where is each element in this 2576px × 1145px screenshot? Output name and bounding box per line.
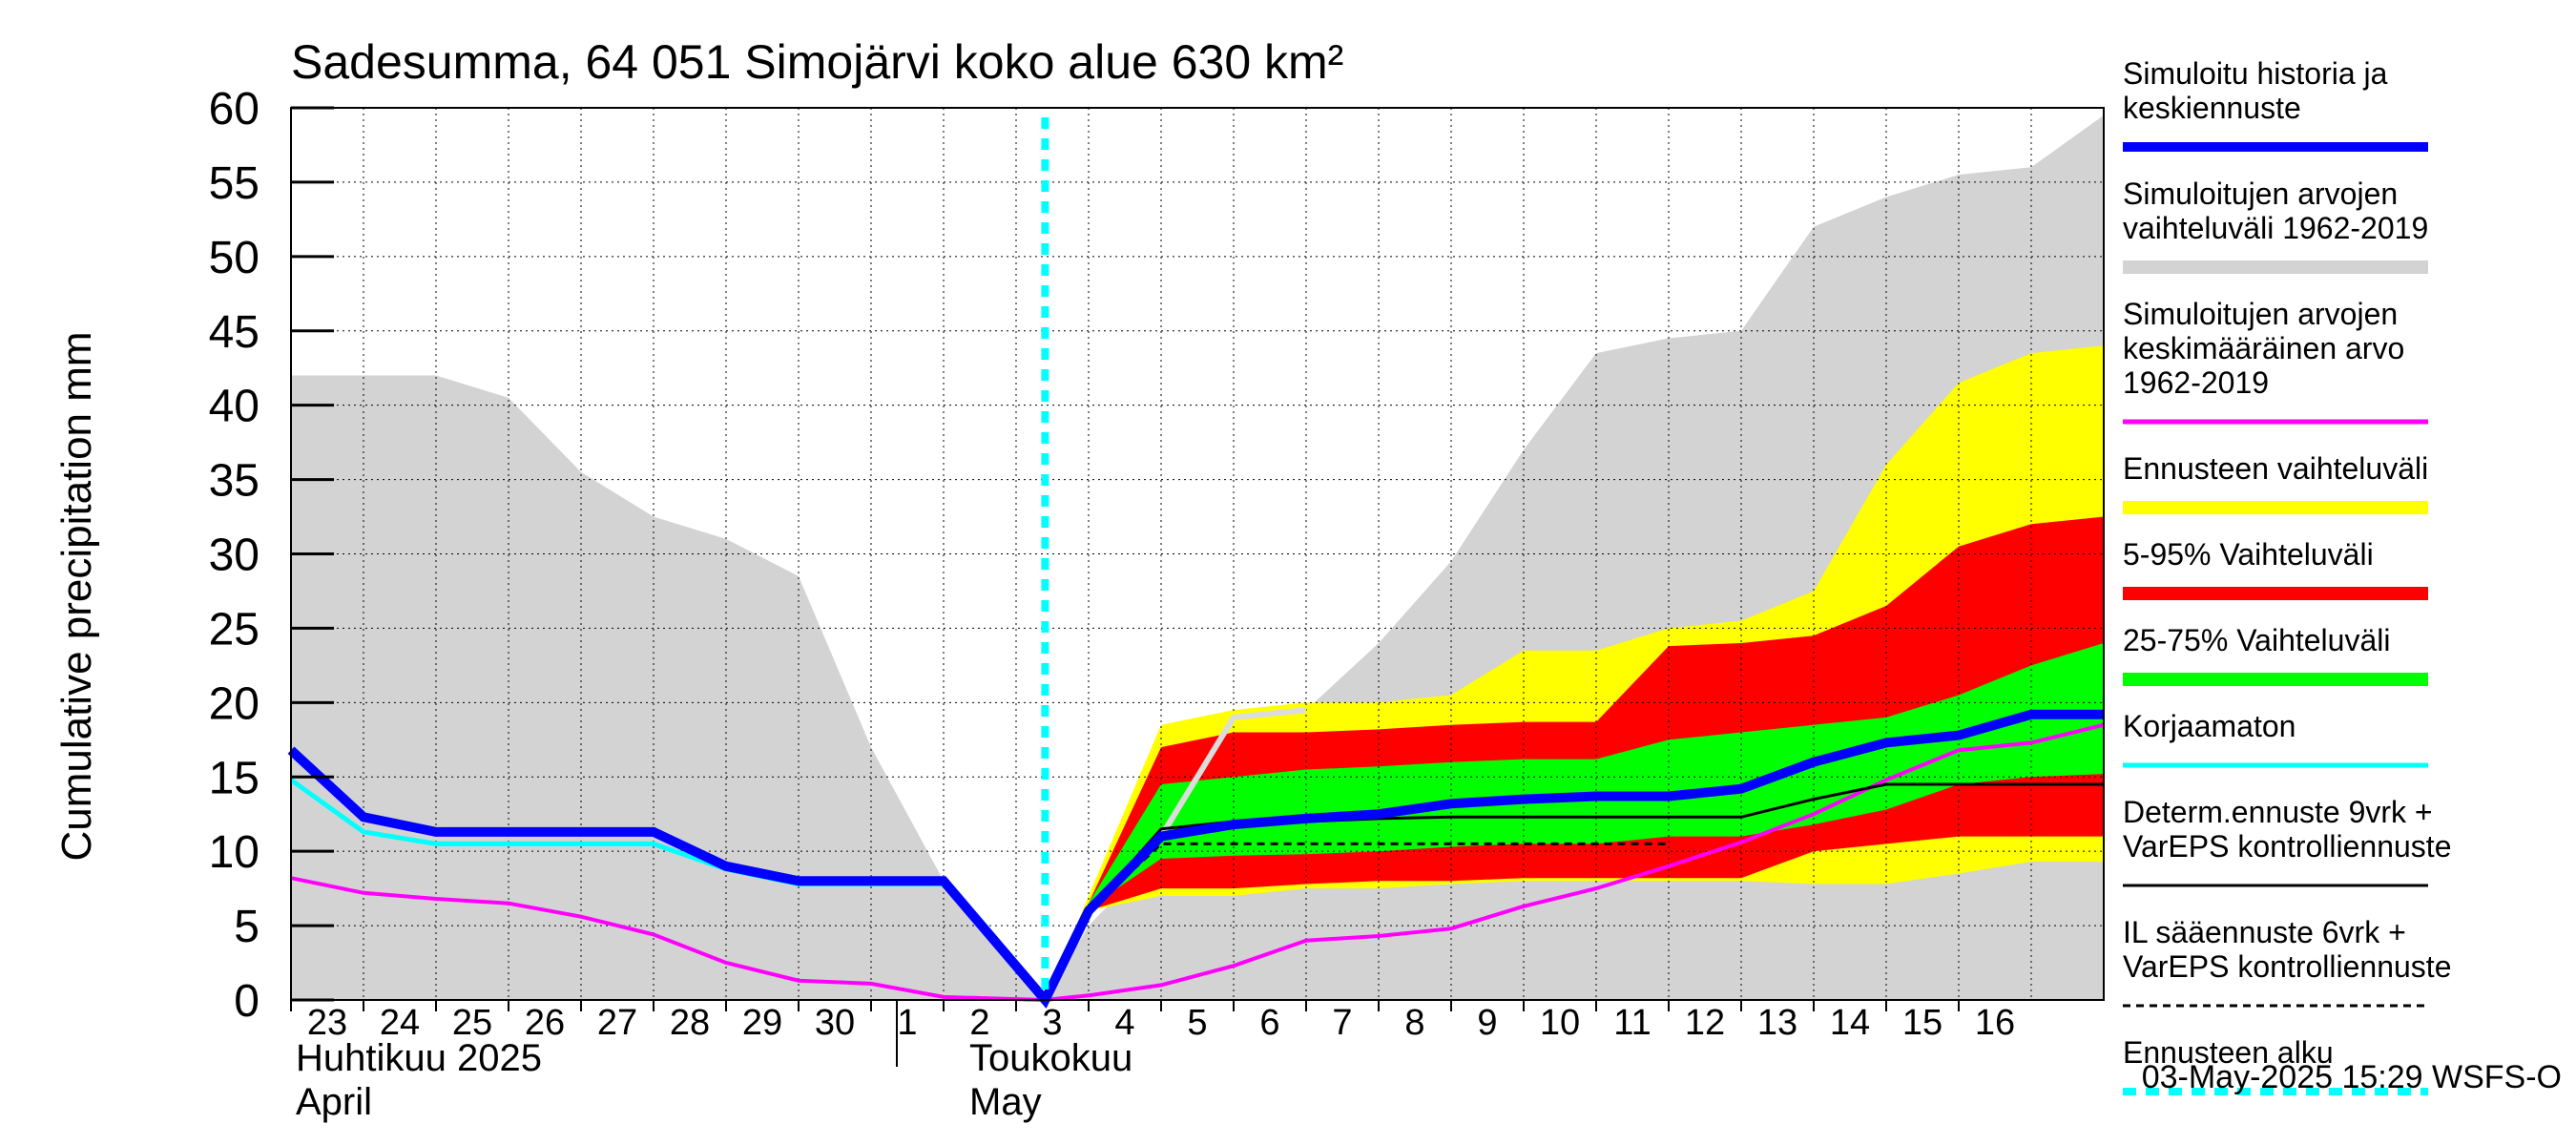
y-tick-label: 0	[234, 976, 260, 1027]
legend-label: Korjaamaton	[2123, 709, 2296, 743]
x-tick-label: 23	[307, 1003, 347, 1043]
x-tick-label: 28	[670, 1003, 710, 1043]
month-april-fi: Huhtikuu 2025	[296, 1037, 542, 1079]
legend-label: 5-95% Vaihteluväli	[2123, 537, 2374, 572]
month-may-en: May	[969, 1081, 1042, 1123]
legend-label: 1962-2019	[2123, 365, 2269, 400]
hist-mean-line	[290, 722, 2105, 1003]
x-tick-label: 14	[1830, 1003, 1870, 1043]
x-tick-label: 11	[1613, 1003, 1651, 1043]
x-tick-label: 2	[969, 1003, 989, 1043]
month-april-en: April	[296, 1081, 372, 1123]
legend-label: IL sääennuste 6vrk +	[2123, 915, 2406, 949]
month-may-fi: Toukokuu	[969, 1037, 1132, 1079]
x-tick-label: 25	[452, 1003, 492, 1043]
y-tick-label: 20	[209, 678, 260, 729]
x-tick-label: 12	[1685, 1003, 1725, 1043]
x-tick-label: 30	[815, 1003, 855, 1043]
y-tick-label: 50	[209, 233, 260, 283]
x-tick-label: 1	[897, 1003, 917, 1043]
x-tick-label: 15	[1902, 1003, 1942, 1043]
legend-label: VarEPS kontrolliennuste	[2123, 829, 2451, 864]
sim-history-line	[287, 709, 2104, 1010]
legend-label: vaihteluväli 1962-2019	[2123, 211, 2428, 245]
x-tick-label: 16	[1975, 1003, 2015, 1043]
x-tick-label: 5	[1187, 1003, 1207, 1043]
legend-label: Ennusteen vaihteluväli	[2123, 451, 2428, 486]
legend-label: VarEPS kontrolliennuste	[2123, 949, 2451, 984]
x-tick-label: 24	[380, 1003, 420, 1043]
legend-label: Simuloitu historia ja	[2123, 56, 2388, 91]
y-axis: 0 5 10 15 20 25 30 35 40 45 50 55 60	[209, 84, 334, 1027]
legend-label: Determ.ennuste 9vrk +	[2123, 795, 2433, 829]
y-tick-label: 30	[209, 531, 260, 581]
legend-label: Simuloitujen arvojen	[2123, 177, 2398, 211]
legend-label: Simuloitujen arvojen	[2123, 297, 2398, 331]
x-tick-label: 10	[1540, 1003, 1580, 1043]
chart-title: Sadesumma, 64 051 Simojärvi koko alue 63…	[291, 35, 1343, 89]
p25-75-area	[1045, 643, 2104, 1000]
y-tick-label: 15	[209, 753, 260, 803]
x-tick-label: 13	[1757, 1003, 1797, 1043]
y-tick-label: 55	[209, 158, 260, 209]
y-axis-label: Cumulative precipitation mm	[53, 331, 100, 861]
plot-area	[287, 107, 2105, 1010]
y-tick-label: 25	[209, 604, 260, 655]
y-tick-label: 10	[209, 827, 260, 878]
x-tick-label: 4	[1114, 1003, 1134, 1043]
y-tick-label: 40	[209, 382, 260, 432]
y-tick-label: 60	[209, 84, 260, 135]
y-tick-label: 5	[234, 902, 260, 952]
x-tick-label: 3	[1042, 1003, 1062, 1043]
legend-label: keskimääräinen arvo	[2123, 331, 2404, 365]
x-axis: 23 24 25 26 27 28 29 30 1 2 3 4 5 6 7 8 9 10 11 12 13 14 15 16	[290, 1000, 2015, 1043]
determ-forecast-line	[1044, 782, 2104, 1001]
x-tick-label: 7	[1332, 1003, 1352, 1043]
p5-95-area	[1045, 516, 2104, 1000]
y-tick-label: 45	[209, 307, 260, 358]
legend-label: Ennusteen alku	[2123, 1035, 2334, 1070]
y-tick-label: 35	[209, 456, 260, 507]
footer-timestamp: 03-May-2025 15:29 WSFS-O	[2142, 1059, 2562, 1095]
legend-label: 25-75% Vaihteluväli	[2123, 623, 2390, 657]
x-tick-label: 8	[1404, 1003, 1424, 1043]
x-tick-label: 27	[597, 1003, 637, 1043]
x-tick-label: 9	[1477, 1003, 1497, 1043]
x-tick-label: 6	[1259, 1003, 1279, 1043]
x-tick-label: 29	[742, 1003, 782, 1043]
x-tick-label: 26	[525, 1003, 565, 1043]
legend-label: keskiennuste	[2123, 91, 2301, 125]
